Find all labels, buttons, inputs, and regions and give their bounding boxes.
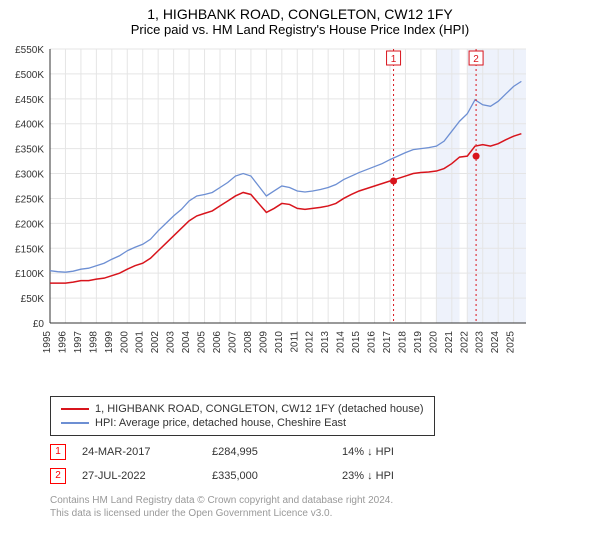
x-tick-label: 2015 — [351, 331, 362, 354]
sale-date: 27-JUL-2022 — [82, 470, 212, 482]
y-tick-label: £150K — [15, 244, 44, 255]
x-tick-label: 2000 — [119, 331, 130, 354]
x-tick-label: 2001 — [135, 331, 146, 354]
x-tick-label: 2023 — [475, 331, 486, 354]
x-tick-label: 1996 — [57, 331, 68, 354]
y-tick-label: £50K — [21, 294, 45, 305]
sale-dot — [473, 153, 480, 160]
y-tick-label: £0 — [33, 319, 45, 330]
legend-box: 1, HIGHBANK ROAD, CONGLETON, CW12 1FY (d… — [50, 396, 435, 436]
x-tick-label: 2010 — [274, 331, 285, 354]
x-tick-label: 2013 — [320, 331, 331, 354]
x-tick-label: 2016 — [367, 331, 378, 354]
chart-title-2: Price paid vs. HM Land Registry's House … — [0, 22, 600, 43]
legend-swatch — [61, 408, 89, 410]
x-tick-label: 2008 — [243, 331, 254, 354]
footer-line-1: Contains HM Land Registry data © Crown c… — [50, 495, 393, 506]
x-tick-label: 2005 — [197, 331, 208, 354]
legend-label: 1, HIGHBANK ROAD, CONGLETON, CW12 1FY (d… — [95, 403, 424, 415]
chart-title-1: 1, HIGHBANK ROAD, CONGLETON, CW12 1FY — [0, 0, 600, 22]
legend-label: HPI: Average price, detached house, Ches… — [95, 417, 346, 429]
x-tick-label: 1998 — [88, 331, 99, 354]
x-tick-label: 2007 — [227, 331, 238, 354]
x-tick-label: 2021 — [444, 331, 455, 354]
x-tick-label: 2002 — [150, 331, 161, 354]
sale-row: 1 24-MAR-2017£284,99514% ↓ HPI — [50, 444, 600, 460]
sale-row: 2 27-JUL-2022£335,00023% ↓ HPI — [50, 468, 600, 484]
y-tick-label: £550K — [15, 45, 44, 56]
x-tick-label: 2003 — [166, 331, 177, 354]
x-tick-label: 2017 — [382, 331, 393, 354]
x-tick-label: 2009 — [258, 331, 269, 354]
legend-swatch — [61, 422, 89, 424]
x-tick-label: 2012 — [305, 331, 316, 354]
sale-flag-num: 2 — [473, 54, 479, 65]
sale-delta: 14% ↓ HPI — [342, 446, 472, 458]
x-tick-label: 1997 — [73, 331, 84, 354]
sale-flag-num: 1 — [391, 54, 397, 65]
y-tick-label: £100K — [15, 269, 44, 280]
sale-price: £335,000 — [212, 470, 342, 482]
x-tick-label: 2006 — [212, 331, 223, 354]
x-tick-label: 2011 — [289, 331, 300, 353]
price-chart: £0 £50K £100K £150K £200K £250K £300K £350K £400… — [0, 43, 540, 383]
x-tick-label: 2025 — [506, 331, 517, 354]
sale-date: 24-MAR-2017 — [82, 446, 212, 458]
x-tick-label: 2024 — [490, 331, 501, 354]
y-tick-label: £450K — [15, 95, 44, 106]
y-tick-label: £400K — [15, 120, 44, 131]
x-tick-label: 1995 — [42, 331, 53, 354]
legend-item: 1, HIGHBANK ROAD, CONGLETON, CW12 1FY (d… — [61, 403, 424, 415]
x-tick-label: 2004 — [181, 331, 192, 354]
x-tick-label: 2022 — [459, 331, 470, 354]
sales-list: 1 24-MAR-2017£284,99514% ↓ HPI 2 27-JUL-202… — [0, 444, 600, 484]
y-tick-label: £300K — [15, 170, 44, 181]
sale-badge: 2 — [50, 468, 66, 484]
footer-attrib: Contains HM Land Registry data © Crown c… — [50, 494, 600, 520]
x-tick-label: 1999 — [104, 331, 115, 354]
y-tick-label: £350K — [15, 145, 44, 156]
y-tick-label: £500K — [15, 70, 44, 81]
y-tick-label: £200K — [15, 219, 44, 230]
x-tick-label: 2020 — [428, 331, 439, 354]
footer-line-2: This data is licensed under the Open Gov… — [50, 508, 332, 519]
x-tick-label: 2019 — [413, 331, 424, 354]
sale-dot — [390, 178, 397, 185]
sale-delta: 23% ↓ HPI — [342, 470, 472, 482]
y-tick-label: £250K — [15, 194, 44, 205]
sale-badge: 1 — [50, 444, 66, 460]
x-tick-label: 2014 — [336, 331, 347, 354]
legend-item: HPI: Average price, detached house, Ches… — [61, 417, 424, 429]
x-tick-label: 2018 — [397, 331, 408, 354]
sale-price: £284,995 — [212, 446, 342, 458]
